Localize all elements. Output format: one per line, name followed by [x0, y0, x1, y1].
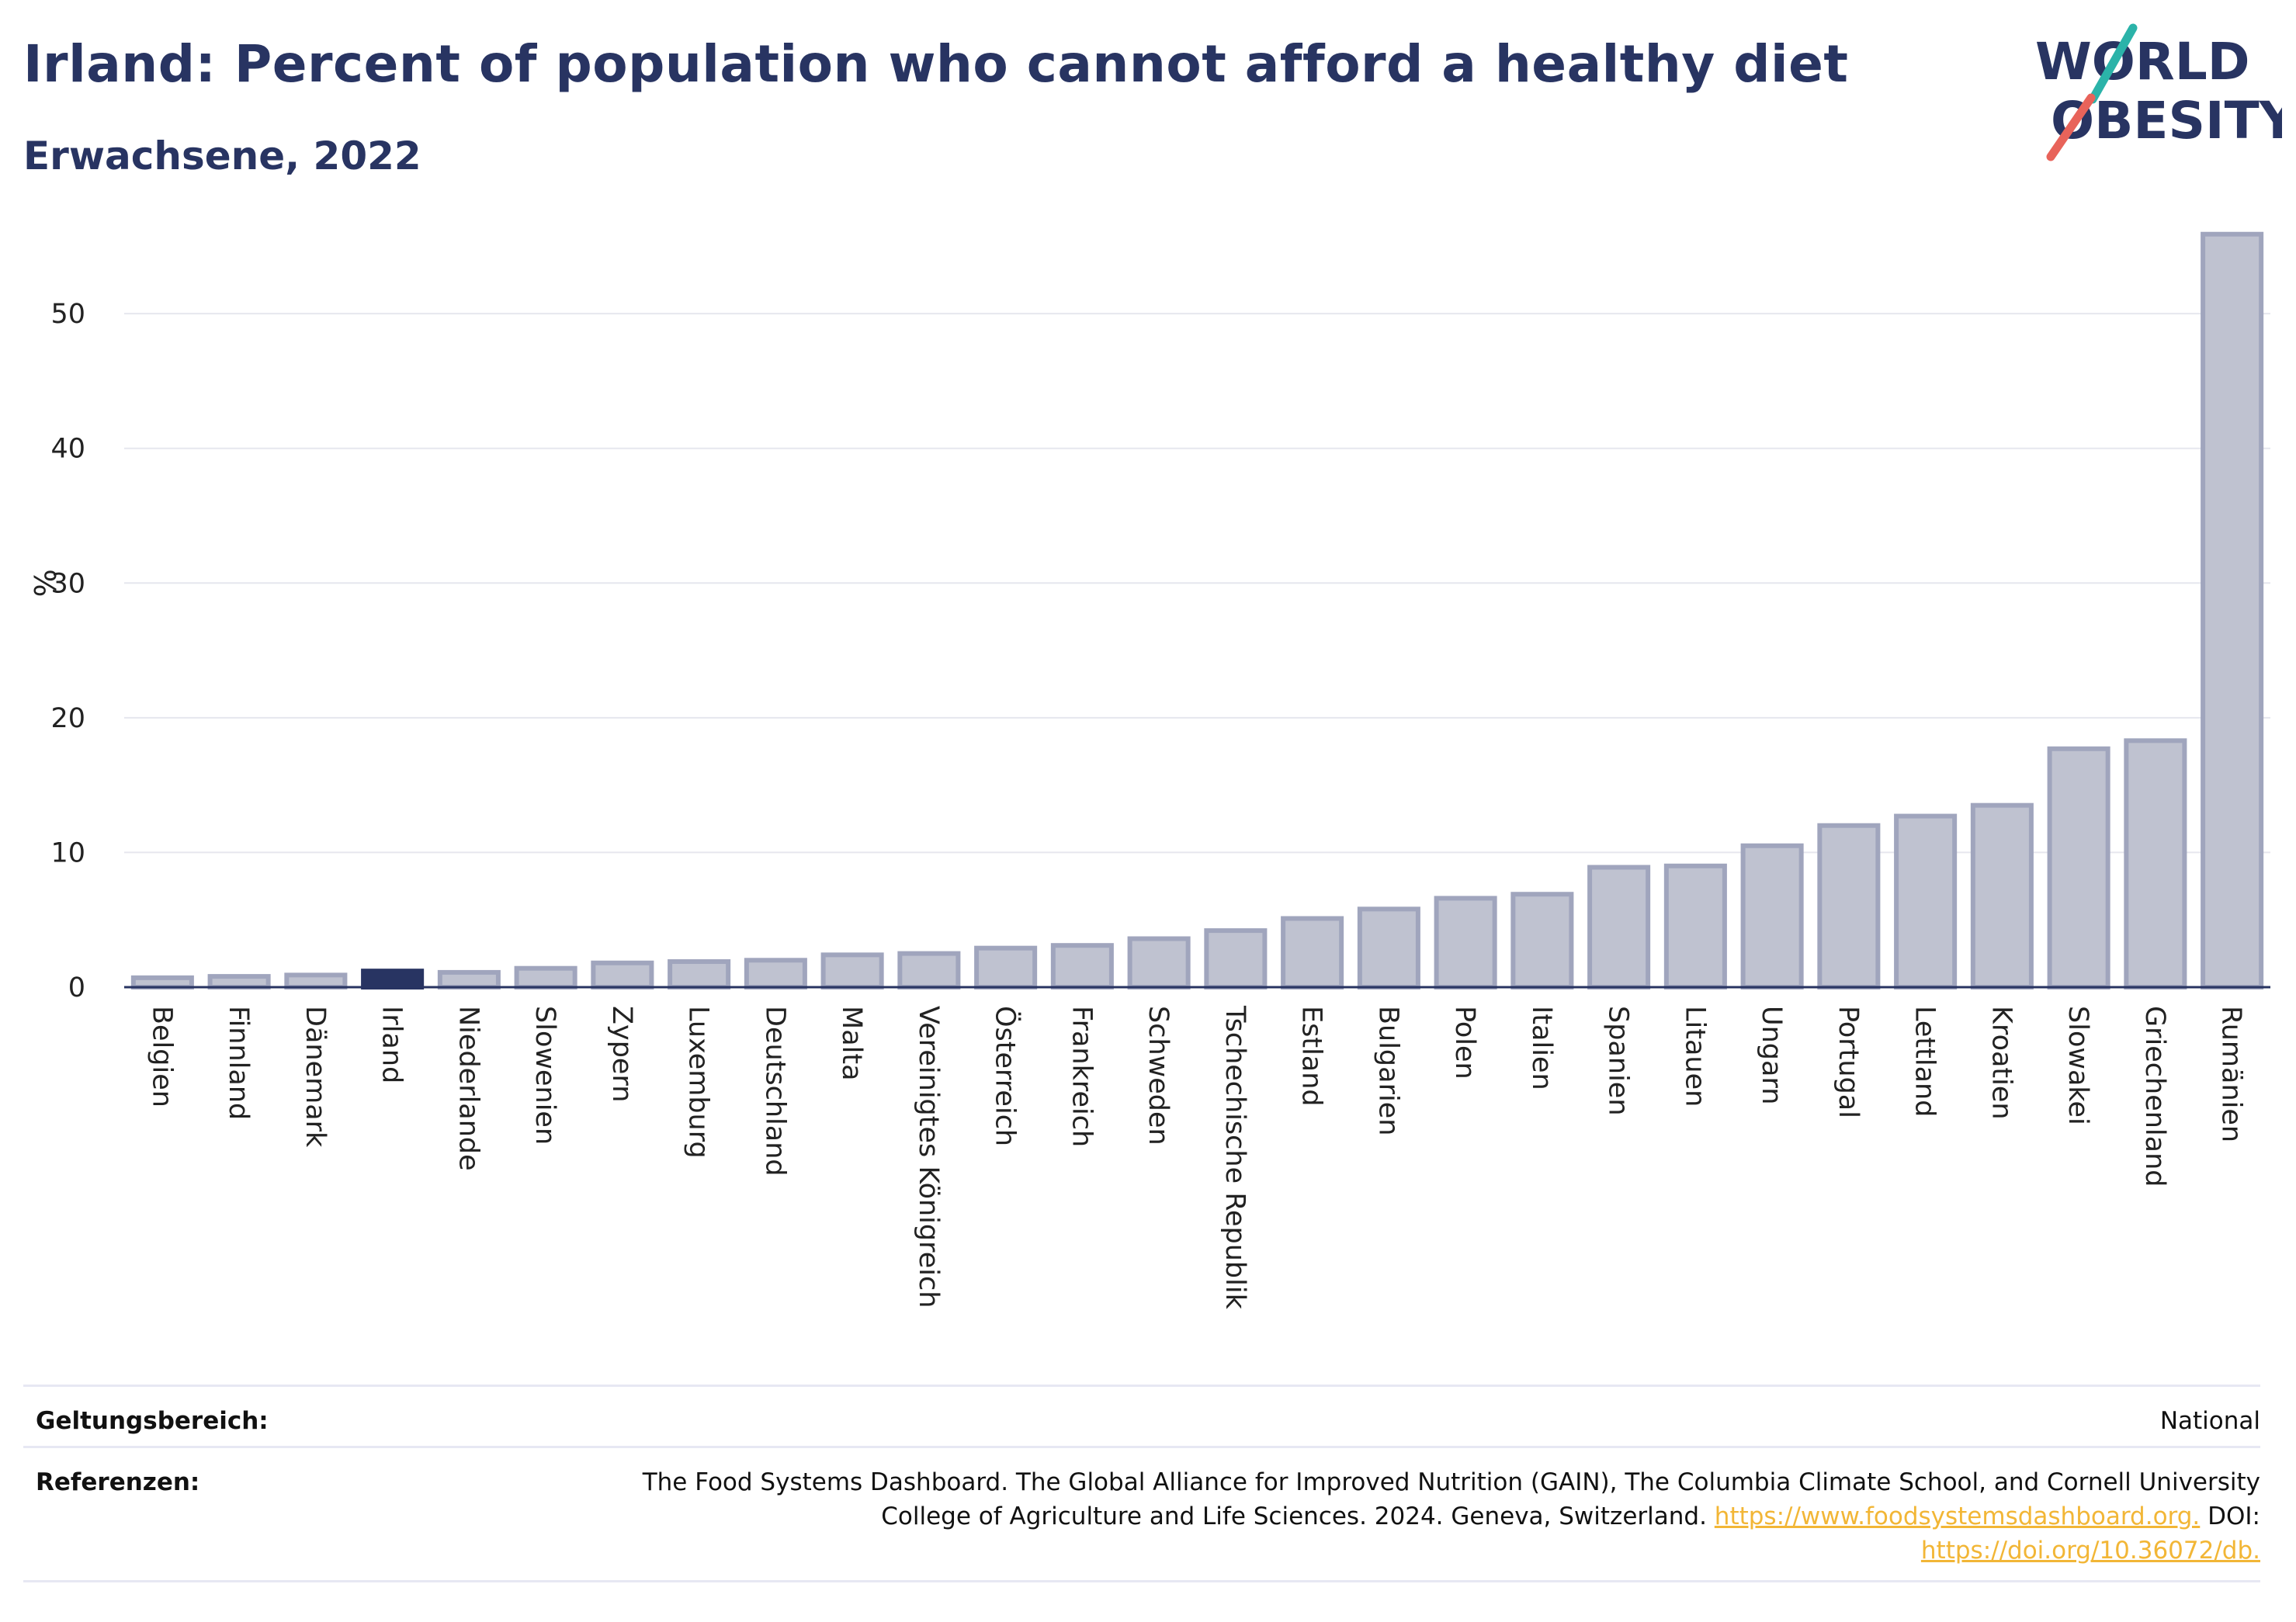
- reference-doi-label: DOI:: [2208, 1502, 2260, 1530]
- bars: [130, 231, 2264, 990]
- x-tick-label: Kroatien: [1986, 1006, 2017, 1120]
- x-tick-label: Dänemark: [300, 1006, 331, 1148]
- bar-griechenland: [2124, 738, 2187, 989]
- x-tick-label: Schweden: [1143, 1006, 1174, 1145]
- x-tick-label: Litauen: [1679, 1006, 1710, 1107]
- world-obesity-logo: WORLD OBESITY: [2035, 23, 2282, 161]
- chart-title: Irland: Percent of population who cannot…: [23, 34, 1849, 94]
- bar-luxemburg: [668, 959, 731, 989]
- references-row: Referenzen: The Food Systems Dashboard. …: [23, 1446, 2260, 1582]
- reference-link-doi[interactable]: https://doi.org/10.36072/db.: [1920, 1537, 2260, 1565]
- bar-polen: [1434, 896, 1497, 990]
- references-label: Referenzen:: [36, 1468, 200, 1496]
- x-tick-label: Finnland: [223, 1006, 254, 1120]
- scope-row: Geltungsbereich: National: [23, 1385, 2260, 1446]
- bar-slowakei: [2047, 746, 2110, 989]
- references-text: The Food Systems Dashboard. The Global A…: [643, 1465, 2260, 1568]
- scope-value: National: [2159, 1407, 2260, 1435]
- bar-italien: [1510, 892, 1574, 989]
- bar-vereinigtes-königreich: [897, 951, 961, 989]
- x-tick-label: Niederlande: [453, 1006, 484, 1171]
- x-tick-label: Ungarn: [1756, 1006, 1787, 1104]
- x-tick-label: Rumänien: [2216, 1006, 2247, 1142]
- x-tick-label: Luxemburg: [683, 1006, 714, 1159]
- x-tick-label: Polen: [1449, 1006, 1480, 1080]
- bar-finnland: [207, 974, 271, 989]
- bar-irland: [361, 969, 425, 990]
- y-tick-label: 10: [50, 837, 85, 868]
- footer-table: Geltungsbereich: National Referenzen: Th…: [23, 1385, 2260, 1582]
- scope-label: Geltungsbereich:: [36, 1407, 269, 1435]
- logo-slash-teal: [2088, 23, 2138, 104]
- reference-line-1: The Food Systems Dashboard. The Global A…: [642, 1468, 2260, 1496]
- y-axis-ticks: 0 10 20 30 40 50: [50, 299, 85, 1003]
- gridlines: [124, 313, 2270, 854]
- bar-malta: [820, 952, 884, 989]
- bar-ungarn: [1740, 843, 1804, 989]
- y-tick-label: 50: [50, 299, 85, 330]
- reference-link-dashboard[interactable]: https://www.foodsystemsdashboard.org.: [1714, 1502, 2201, 1530]
- bar-schweden: [1127, 936, 1191, 989]
- bar-kroatien: [1970, 802, 2034, 990]
- bar-rumänien: [2201, 231, 2264, 989]
- x-tick-label: Slowenien: [529, 1006, 560, 1145]
- x-tick-label: Spanien: [1603, 1006, 1634, 1116]
- x-axis-ticks: Belgien Finnland Dänemark Irland Niederlande…: [146, 1005, 2246, 1310]
- logo-line-world: WORLD: [2035, 32, 2250, 92]
- bar-estland: [1281, 916, 1344, 990]
- x-tick-label: Griechenland: [2139, 1006, 2170, 1187]
- x-tick-label: Zypern: [606, 1006, 637, 1102]
- bar-belgien: [130, 975, 194, 989]
- bar-zypern: [591, 960, 654, 989]
- y-tick-label: 0: [68, 972, 85, 1003]
- x-tick-label: Slowakei: [2062, 1006, 2093, 1125]
- y-axis-label: %: [29, 569, 63, 597]
- x-tick-label: Malta: [836, 1006, 867, 1081]
- bar-niederlande: [437, 969, 501, 990]
- x-tick-label: Österreich: [990, 1006, 1022, 1146]
- bar-slowenien: [514, 965, 577, 990]
- reference-line-3: https://doi.org/10.36072/db.: [643, 1534, 2260, 1568]
- bar-frankreich: [1050, 943, 1114, 990]
- x-tick-label: Portugal: [1833, 1006, 1864, 1118]
- bar-portugal: [1817, 823, 1881, 990]
- x-tick-label: Irland: [376, 1006, 408, 1083]
- x-tick-label: Lettland: [1909, 1006, 1941, 1117]
- x-tick-label: Vereinigtes Königreich: [913, 1006, 944, 1308]
- bar-dänemark: [284, 972, 348, 990]
- y-tick-label: 30: [50, 568, 85, 599]
- y-tick-label: 40: [50, 434, 85, 465]
- bar-lettland: [1894, 813, 1958, 989]
- x-tick-label: Belgien: [146, 1006, 177, 1107]
- bar-österreich: [974, 945, 1038, 990]
- bar-spanien: [1587, 865, 1651, 989]
- bar-litauen: [1663, 863, 1727, 989]
- x-tick-label: Bulgarien: [1372, 1006, 1403, 1135]
- x-tick-label: Tschechische Republik: [1219, 1005, 1250, 1310]
- bar-tschechische-republik: [1204, 928, 1268, 989]
- x-tick-label: Frankreich: [1066, 1006, 1097, 1147]
- reference-line-2: College of Agriculture and Life Sciences…: [643, 1499, 2260, 1534]
- x-tick-label: Italien: [1526, 1006, 1557, 1090]
- logo-slash-red: [2046, 93, 2096, 161]
- chart-subtitle: Erwachsene, 2022: [23, 133, 421, 178]
- x-tick-label: Deutschland: [759, 1006, 790, 1177]
- bar-chart: 0 10 20 30 40 50 Belgien Finnland Dänemark Irlan…: [29, 231, 2270, 1310]
- y-tick-label: 20: [50, 703, 85, 734]
- bar-bulgarien: [1357, 906, 1420, 989]
- reference-line-2-text: College of Agriculture and Life Sciences…: [881, 1502, 1707, 1530]
- x-tick-label: Estland: [1296, 1006, 1327, 1107]
- bar-deutschland: [744, 958, 807, 989]
